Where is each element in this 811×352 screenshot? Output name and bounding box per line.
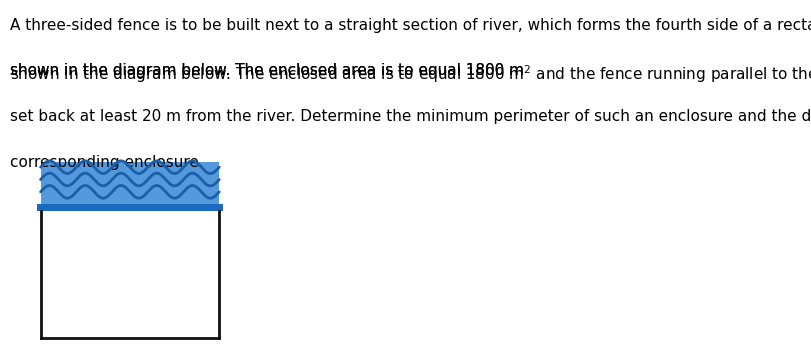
Polygon shape (41, 162, 219, 204)
Text: A three-sided fence is to be built next to a straight section of river, which fo: A three-sided fence is to be built next … (10, 18, 811, 33)
Text: shown in the diagram below. The enclosed area is to equal 1800 m$^{2}$ and the f: shown in the diagram below. The enclosed… (10, 63, 811, 85)
Text: shown in the diagram below. The enclosed area is to equal 1800 m: shown in the diagram below. The enclosed… (10, 63, 523, 78)
Text: set back at least 20 m from the river. Determine the minimum perimeter of such a: set back at least 20 m from the river. D… (10, 109, 811, 124)
Text: shown in the diagram below. The enclosed area is to equal 1800 m: shown in the diagram below. The enclosed… (10, 63, 523, 78)
Text: corresponding enclosure.: corresponding enclosure. (10, 155, 204, 170)
Polygon shape (36, 204, 223, 211)
